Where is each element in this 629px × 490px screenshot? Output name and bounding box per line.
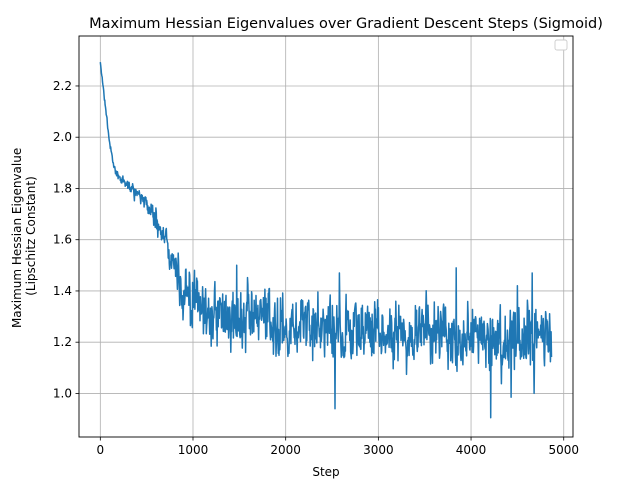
- y-tick-label: 1.6: [53, 233, 72, 247]
- y-tick-label: 2.2: [53, 79, 72, 93]
- data-series-line: [99, 62, 553, 419]
- y-tick-label: 1.8: [53, 181, 72, 195]
- x-tick-label: 0: [96, 443, 104, 457]
- x-tick-label: 5000: [548, 443, 579, 457]
- y-axis-label-line-1: Maximum Hessian Eigenvalue: [10, 148, 24, 328]
- x-tick-label: 3000: [363, 443, 394, 457]
- y-axis-label: Maximum Hessian Eigenvalue (Lipschitz Co…: [10, 144, 38, 328]
- plot-frame: [78, 35, 574, 438]
- y-tick-label: 1.0: [53, 386, 72, 400]
- y-tick-label: 2.0: [53, 130, 72, 144]
- x-axis-label: Step: [312, 465, 339, 479]
- x-axis-ticks: 0 1000 2000 3000 4000 5000: [96, 437, 579, 457]
- x-tick-label: 2000: [270, 443, 301, 457]
- series-line: [99, 62, 553, 419]
- y-axis-label-line-2: (Lipschitz Constant): [24, 176, 38, 296]
- chart-title: Maximum Hessian Eigenvalues over Gradien…: [89, 16, 603, 32]
- grid-lines: [79, 36, 573, 437]
- y-tick-label: 1.4: [53, 284, 72, 298]
- y-axis-ticks: 1.0 1.2 1.4 1.6 1.8 2.0 2.2: [53, 79, 79, 400]
- legend-box: [554, 39, 568, 51]
- x-tick-label: 4000: [456, 443, 487, 457]
- y-tick-label: 1.2: [53, 335, 72, 349]
- x-tick-label: 1000: [178, 443, 209, 457]
